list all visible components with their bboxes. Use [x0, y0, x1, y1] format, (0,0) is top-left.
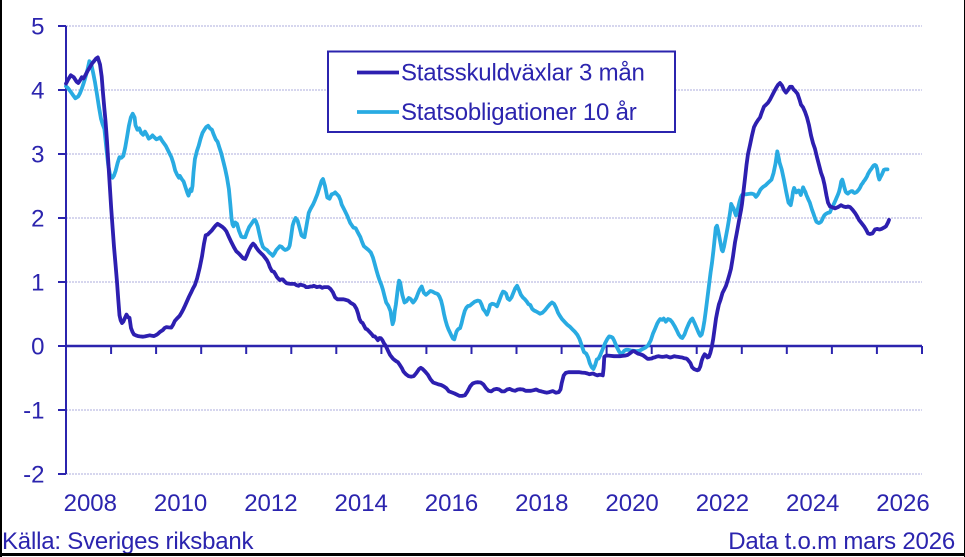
svg-text:2012: 2012 [244, 490, 297, 517]
svg-text:2: 2 [31, 206, 44, 233]
svg-text:Data t.o.m mars 2026: Data t.o.m mars 2026 [728, 528, 955, 555]
svg-text:2024: 2024 [786, 490, 839, 517]
svg-text:Statsskuldväxlar 3 mån: Statsskuldväxlar 3 mån [401, 60, 645, 87]
svg-text:2018: 2018 [515, 490, 568, 517]
svg-text:2010: 2010 [154, 490, 207, 517]
svg-text:2008: 2008 [64, 490, 117, 517]
svg-text:1: 1 [31, 270, 44, 297]
svg-text:-1: -1 [23, 398, 44, 425]
svg-text:2014: 2014 [335, 490, 388, 517]
svg-text:5: 5 [31, 14, 44, 41]
svg-text:0: 0 [31, 334, 44, 361]
svg-text:2026: 2026 [876, 490, 929, 517]
svg-text:Källa: Sveriges riksbank: Källa: Sveriges riksbank [2, 528, 255, 555]
svg-text:3: 3 [31, 142, 44, 169]
svg-text:Statsobligationer 10 år: Statsobligationer 10 år [401, 99, 637, 126]
svg-text:-2: -2 [23, 462, 44, 489]
svg-text:2022: 2022 [696, 490, 749, 517]
svg-text:4: 4 [31, 78, 44, 105]
svg-text:2016: 2016 [425, 490, 478, 517]
svg-text:2020: 2020 [605, 490, 658, 517]
